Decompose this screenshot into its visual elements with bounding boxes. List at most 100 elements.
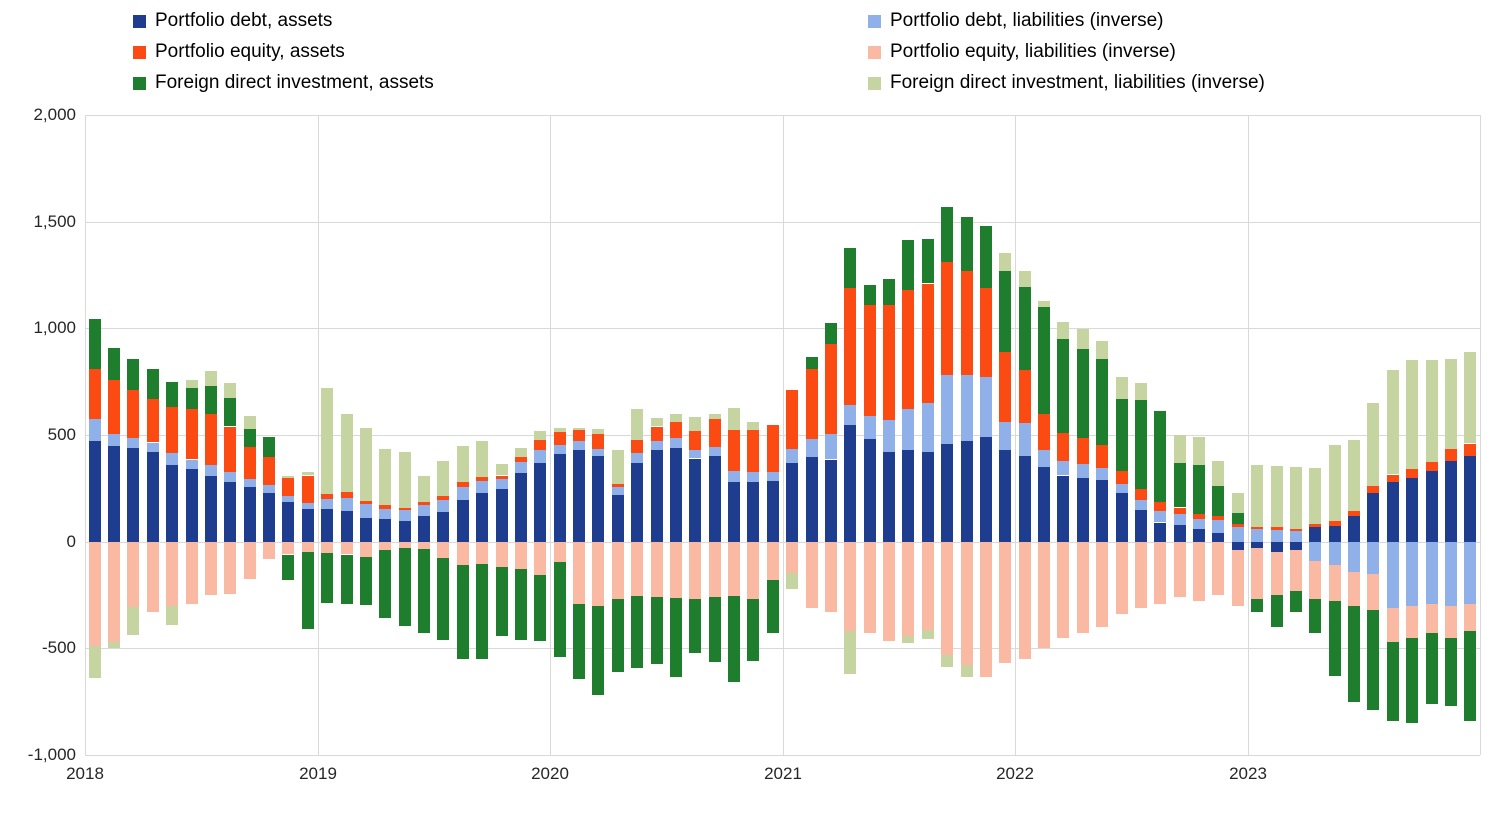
- bar-segment-fdi_assets: [1426, 633, 1438, 704]
- bar-segment-pd_assets: [1116, 492, 1128, 542]
- bar-segment-fdi_liab: [999, 252, 1011, 271]
- bar-segment-fdi_liab: [496, 463, 508, 476]
- bar-segment-pe_liab: [728, 541, 740, 597]
- bar-segment-pe_liab: [496, 541, 508, 568]
- bar-segment-pe_assets: [360, 501, 372, 505]
- x-axis-year-label: 2019: [299, 764, 337, 783]
- bar-segment-pd_assets: [1464, 456, 1476, 542]
- bar-segment-fdi_liab: [1445, 359, 1457, 449]
- bar-segment-pd_assets: [786, 462, 798, 542]
- bar-segment-fdi_liab: [651, 417, 663, 427]
- bar-segment-pd_liab: [573, 441, 585, 450]
- bar-segment-fdi_liab: [961, 665, 973, 678]
- bar-segment-fdi_liab: [612, 449, 624, 484]
- bar-segment-pd_assets: [166, 464, 178, 542]
- bar-segment-pd_assets: [1077, 477, 1089, 542]
- bar-segment-pd_liab: [282, 495, 294, 503]
- bar-segment-pd_assets: [263, 492, 275, 542]
- bar-segment-pd_liab: [1387, 541, 1399, 608]
- bar-segment-fdi_assets: [767, 580, 779, 634]
- bar-segment-pe_liab: [1193, 541, 1205, 602]
- bar-segment-pe_liab: [1019, 541, 1031, 659]
- bar-segment-fdi_liab: [1329, 444, 1341, 522]
- x-axis-year-label: 2023: [1229, 764, 1267, 783]
- bar-segment-pd_liab: [1251, 528, 1263, 542]
- bar-segment-fdi_assets: [999, 270, 1011, 352]
- bar-segment-pe_assets: [1251, 526, 1263, 529]
- bar-segment-pd_liab: [321, 499, 333, 509]
- bar-segment-pd_liab: [844, 405, 856, 426]
- bar-segment-pd_assets: [651, 449, 663, 542]
- x-axis-year-label: 2021: [764, 764, 802, 783]
- bar-segment-fdi_assets: [515, 569, 527, 640]
- bar-segment-pd_liab: [806, 439, 818, 458]
- bar-segment-pe_assets: [612, 484, 624, 488]
- bar-segment-fdi_assets: [689, 599, 701, 653]
- bar-segment-pe_assets: [999, 351, 1011, 423]
- bar-segment-pe_liab: [709, 541, 721, 598]
- bar-segment-pd_liab: [127, 438, 139, 448]
- bar-segment-pd_assets: [360, 518, 372, 542]
- y-axis-tick-label: 0: [66, 532, 76, 551]
- bar-segment-pe_liab: [1212, 541, 1224, 595]
- bar-segment-pe_liab: [89, 541, 101, 647]
- bar-segment-pd_liab: [360, 504, 372, 519]
- bar-segment-fdi_assets: [437, 557, 449, 640]
- bar-segment-pe_assets: [670, 422, 682, 439]
- legend-swatch-portfolio-equity-liabilities-icon: [868, 45, 881, 59]
- bar-segment-fdi_liab: [1348, 440, 1360, 511]
- bar-segment-pd_liab: [961, 375, 973, 442]
- bar-segment-pe_liab: [1426, 603, 1438, 634]
- bar-segment-pd_liab: [457, 487, 469, 501]
- bar-segment-fdi_assets: [631, 596, 643, 668]
- bar-segment-pd_liab: [1193, 519, 1205, 529]
- bar-segment-pd_assets: [457, 500, 469, 542]
- bar-segment-pe_assets: [418, 502, 430, 506]
- bar-segment-fdi_liab: [321, 388, 333, 494]
- bar-segment-pe_assets: [1387, 474, 1399, 482]
- bar-segment-pe_liab: [825, 541, 837, 613]
- bar-segment-pe_assets: [825, 344, 837, 434]
- bar-segment-fdi_assets: [1038, 307, 1050, 414]
- bar-segment-pd_liab: [651, 441, 663, 450]
- bar-segment-fdi_liab: [1193, 437, 1205, 465]
- bar-segment-pd_assets: [186, 469, 198, 542]
- bar-segment-pe_assets: [379, 505, 391, 509]
- bar-segment-pe_liab: [1387, 607, 1399, 642]
- bar-segment-fdi_assets: [1116, 398, 1128, 472]
- bar-segment-fdi_assets: [1406, 637, 1418, 723]
- legend-swatch-portfolio-debt-assets-icon: [133, 14, 146, 28]
- bar-segment-pe_assets: [127, 390, 139, 439]
- bar-segment-pe_assets: [263, 457, 275, 486]
- bar-segment-fdi_assets: [573, 603, 585, 680]
- bar-segment-fdi_liab: [922, 630, 934, 639]
- bar-segment-pe_liab: [418, 541, 430, 550]
- bar-segment-pd_liab: [515, 461, 527, 474]
- bar-segment-pe_assets: [1174, 507, 1186, 514]
- bar-segment-pd_assets: [1387, 481, 1399, 542]
- legend-right-column: Portfolio debt, liabilities (inverse) Po…: [868, 10, 1265, 94]
- legend-label-fdi-assets: Foreign direct investment, assets: [155, 72, 434, 93]
- bar-segment-pe_assets: [1212, 516, 1224, 521]
- bar-segment-pe_assets: [1329, 521, 1341, 526]
- vertical-gridline: [1480, 115, 1481, 755]
- bar-segment-pd_assets: [496, 489, 508, 542]
- bar-segment-pe_assets: [728, 429, 740, 472]
- bar-segment-pd_liab: [1019, 423, 1031, 457]
- bar-segment-fdi_assets: [1271, 595, 1283, 627]
- bar-segment-pd_liab: [689, 449, 701, 459]
- bar-segment-fdi_assets: [728, 596, 740, 683]
- bar-segment-pd_assets: [883, 452, 895, 542]
- bar-segment-pe_assets: [961, 270, 973, 376]
- bar-segment-fdi_assets: [651, 597, 663, 665]
- bar-segment-pd_liab: [1116, 484, 1128, 493]
- bar-segment-fdi_liab: [457, 445, 469, 482]
- bar-segment-pd_liab: [1077, 463, 1089, 478]
- bar-segment-pd_assets: [1096, 479, 1108, 542]
- bar-segment-fdi_liab: [302, 472, 314, 476]
- bar-segment-fdi_liab: [437, 460, 449, 496]
- bar-segment-pe_assets: [1057, 432, 1069, 461]
- vertical-gridline: [1015, 115, 1016, 755]
- bar-segment-fdi_liab: [592, 428, 604, 434]
- bar-segment-pe_liab: [476, 541, 488, 565]
